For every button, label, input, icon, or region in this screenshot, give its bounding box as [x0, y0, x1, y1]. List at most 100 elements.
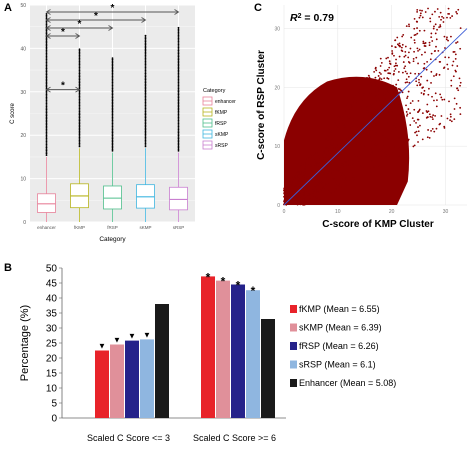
outlier-point: [111, 128, 114, 131]
box-body: [37, 193, 56, 213]
scatter-point: [314, 153, 317, 156]
outlier-point: [45, 57, 48, 59]
scatter-point: [291, 198, 294, 201]
scatter-point: [403, 67, 406, 70]
scatter-point: [359, 135, 362, 138]
outlier-point: [177, 130, 180, 132]
outlier-point: [45, 146, 48, 149]
scatter-point: [430, 82, 432, 84]
scatter-point: [443, 35, 446, 38]
y-tick-label: 10: [46, 384, 58, 395]
scatter-point: [419, 12, 422, 15]
scatter-point: [421, 138, 424, 141]
box-enhancer: [37, 12, 56, 222]
scatter-point: [316, 189, 319, 192]
outlier-point: [111, 75, 114, 78]
scatter-point: [439, 24, 442, 26]
scatter-point: [455, 11, 458, 13]
outlier-point: [177, 102, 180, 105]
outlier-point: [45, 29, 48, 32]
scatter-point: [379, 65, 382, 67]
scatter-point: [426, 79, 429, 82]
scatter-point: [324, 147, 327, 150]
scatter-point: [369, 92, 372, 95]
scatter-point: [309, 197, 312, 200]
scatter-point: [372, 166, 375, 169]
scatter-point: [384, 98, 387, 100]
scatter-point: [336, 115, 339, 118]
scatter-point: [435, 45, 437, 48]
scatter-point: [367, 91, 370, 94]
scatter-point: [411, 117, 414, 120]
scatter-point: [287, 192, 290, 195]
outlier-point: [144, 133, 147, 136]
scatter-point: [369, 80, 372, 83]
outlier-point: [177, 51, 180, 53]
outlier-point: [45, 132, 48, 135]
outlier-point: [177, 66, 180, 69]
scatter-point: [447, 7, 450, 10]
x-tick-label: enhancer: [37, 225, 56, 230]
outlier-point: [144, 75, 147, 78]
outlier-point: [111, 57, 114, 60]
scatter-point: [289, 184, 291, 187]
scatter-point: [391, 50, 394, 52]
scatter-point: [418, 78, 420, 81]
outlier-point: [144, 83, 147, 86]
scatter-point: [318, 181, 321, 184]
outlier-point: [78, 116, 81, 119]
scatter-point: [452, 51, 455, 53]
scatter-point: [388, 72, 391, 75]
scatter-point: [459, 27, 462, 29]
scatter-point: [396, 43, 399, 46]
scatter-point: [379, 57, 382, 60]
scatter-point: [352, 126, 354, 129]
scatter-point: [381, 92, 384, 95]
scatter-point: [416, 118, 419, 121]
scatter-point: [361, 93, 364, 96]
scatter-point: [317, 186, 320, 188]
significance-triangle: ▼: [128, 332, 136, 341]
scatter-point: [309, 192, 312, 195]
outlier-point: [144, 54, 147, 57]
outlier-point: [45, 82, 48, 85]
scatter-point: [448, 100, 450, 103]
scatter-point: [413, 144, 416, 147]
outlier-point: [78, 69, 81, 72]
scatter-point: [349, 127, 351, 129]
scatter-point: [390, 111, 393, 114]
scatter-point: [304, 171, 307, 174]
outlier-point: [45, 17, 48, 20]
scatter-point: [304, 190, 307, 193]
outlier-point: [111, 83, 114, 85]
scatter-point: [380, 78, 383, 80]
outlier-point: [177, 139, 180, 142]
scatter-point: [444, 47, 446, 49]
significance-star: *: [251, 284, 256, 298]
scatter-point: [292, 202, 295, 205]
outlier-point: [78, 83, 81, 86]
scatter-point: [400, 46, 403, 49]
scatter-point: [343, 123, 346, 126]
scatter-point: [361, 139, 364, 142]
scatter-point: [337, 166, 339, 169]
scatter-point: [406, 81, 409, 84]
scatter-point: [336, 119, 338, 122]
scatter-point: [413, 50, 415, 53]
scatter-point: [392, 73, 395, 76]
y-tick-label: 30: [20, 90, 26, 96]
x-tick-label: sRSP: [173, 225, 185, 230]
scatter-point: [459, 113, 462, 116]
outlier-point: [177, 89, 180, 91]
scatter-point: [426, 103, 429, 106]
scatter-point: [416, 32, 419, 35]
outlier-point: [45, 114, 48, 117]
scatter-point: [391, 127, 394, 130]
scatter-point: [446, 16, 448, 19]
scatter-point: [437, 49, 440, 52]
scatter-point: [369, 133, 372, 136]
scatter-point: [289, 201, 292, 203]
scatter-point: [297, 179, 299, 182]
scatter-point: [312, 191, 315, 194]
